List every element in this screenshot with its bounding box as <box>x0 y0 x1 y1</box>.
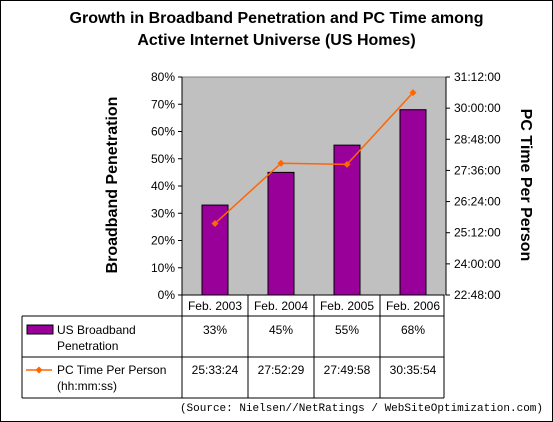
legend-label-line-line-1: PC Time Per Person <box>57 363 166 377</box>
x-tick-label: Feb. 2004 <box>254 299 308 313</box>
x-tick-label: Feb. 2006 <box>386 299 440 313</box>
y-tick-right-label: 24:00:00 <box>454 257 501 271</box>
y-tick-left-label: 80% <box>151 70 175 84</box>
y-tick-right-label: 25:12:00 <box>454 226 501 240</box>
y-tick-right-label: 30:00:00 <box>454 101 501 115</box>
line-point <box>409 89 417 97</box>
legend-label-bar-line-1: US Broadband <box>57 323 136 337</box>
legend-label-line-line-2: (hh:mm:ss) <box>57 379 117 393</box>
legend-swatch-bar <box>26 324 54 335</box>
y-tick-left-label: 10% <box>151 261 175 275</box>
source-note: (Source: Nielsen//NetRatings / WebSiteOp… <box>179 403 543 415</box>
bar <box>267 171 295 296</box>
y-tick-left-label: 50% <box>151 152 175 166</box>
x-tick-label: Feb. 2003 <box>188 299 242 313</box>
y-tick-left-label: 30% <box>151 206 175 220</box>
bar <box>333 144 361 296</box>
line-point <box>343 160 351 168</box>
x-tick-label: Feb. 2005 <box>320 299 374 313</box>
table-value-line: 27:52:29 <box>258 363 305 377</box>
bar <box>399 109 427 296</box>
y-tick-right-label: 27:36:00 <box>454 163 501 177</box>
table-value-line: 25:33:24 <box>192 363 239 377</box>
line-point <box>211 219 219 227</box>
chart-title-line-2: Active Internet Universe (US Homes) <box>137 32 416 49</box>
chart-title: Growth in Broadband Penetration and PC T… <box>0 8 553 52</box>
table-value-bar: 33% <box>203 323 227 337</box>
table-value-line: 30:35:54 <box>390 363 437 377</box>
table-value-bar: 45% <box>269 323 293 337</box>
y-tick-left-label: 40% <box>151 179 175 193</box>
table-value-bar: 68% <box>401 323 425 337</box>
y-tick-left-label: 60% <box>151 125 175 139</box>
y-tick-left-label: 20% <box>151 234 175 248</box>
table-value-bar: 55% <box>335 323 359 337</box>
y-tick-right-label: 31:12:00 <box>454 70 501 84</box>
line-point <box>277 159 285 167</box>
table-value-line: 27:49:58 <box>324 363 371 377</box>
y-tick-right-label: 28:48:00 <box>454 132 501 146</box>
bar <box>201 204 229 296</box>
y-tick-right-label: 22:48:00 <box>454 288 501 302</box>
y-tick-left-label: 0% <box>158 288 176 302</box>
chart-title-line-1: Growth in Broadband Penetration and PC T… <box>69 10 484 27</box>
y-tick-right-label: 26:24:00 <box>454 195 501 209</box>
legend-swatch-marker <box>35 366 43 374</box>
line-series <box>214 92 414 225</box>
legend-label-bar-line-2: Penetration <box>57 339 118 353</box>
y-tick-left-label: 70% <box>151 97 175 111</box>
